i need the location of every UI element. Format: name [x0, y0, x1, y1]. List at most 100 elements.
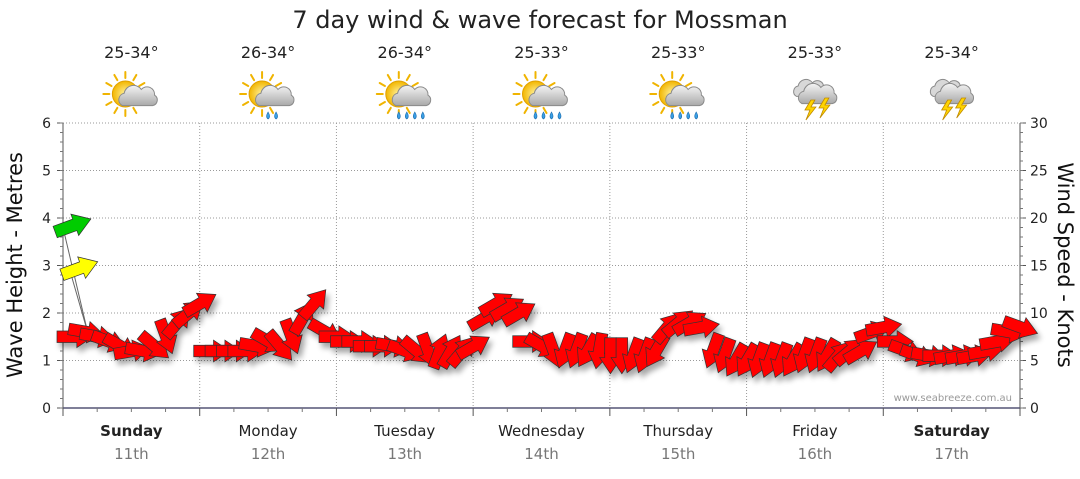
right-tick-label: 0 — [1030, 401, 1039, 417]
axis-layer: 0 1 2 3 4 5 6 0 5 10 15 20 25 30 Sunday 11th Monday 12th T… — [42, 116, 1048, 463]
sun-ray — [515, 82, 523, 87]
day-date-label: 13th — [388, 445, 422, 463]
sun-cloud-heavy-rain-icon — [512, 71, 568, 120]
wind-arrow — [842, 340, 878, 366]
chart-title: 7 day wind & wave forecast for Mossman — [292, 6, 787, 34]
wave-layer — [52, 213, 99, 333]
storm-cloud-icon — [929, 78, 975, 121]
day-name-label: Thursday — [642, 422, 713, 440]
sun-ray — [113, 106, 119, 115]
wind-arrow — [864, 315, 903, 339]
right-tick-label: 10 — [1030, 306, 1048, 322]
day-date-label: 11th — [114, 445, 148, 463]
rain-drop — [541, 111, 546, 120]
right-tick-label: 15 — [1030, 259, 1048, 275]
day-temp-range: 25-33° — [788, 43, 843, 62]
sun-ray — [386, 73, 392, 82]
sun-ray — [542, 73, 548, 82]
sun-ray — [386, 106, 392, 115]
day-date-label: 14th — [524, 445, 558, 463]
day-name-label: Tuesday — [373, 422, 435, 440]
rain-drop — [557, 111, 562, 120]
left-axis-label: Wave Height - Metres — [3, 152, 27, 378]
watermark: www.seabreeze.com.au — [894, 393, 1012, 404]
sun-ray — [679, 73, 685, 82]
sun-ray — [660, 106, 666, 115]
lightning-bolt — [818, 97, 831, 119]
cloud-shape — [528, 84, 568, 107]
sun-ray — [679, 106, 685, 115]
rain-drop — [533, 111, 538, 120]
left-tick-label: 6 — [42, 116, 51, 132]
sun-ray — [105, 82, 113, 87]
sun-cloud-heavy-rain-icon — [375, 71, 432, 120]
sun-ray — [105, 101, 113, 106]
sun-ray — [378, 101, 386, 106]
sun-ray — [269, 73, 275, 82]
sun-ray — [250, 106, 256, 115]
day-name-label: Wednesday — [498, 422, 585, 440]
day-name-label: Saturday — [913, 422, 990, 440]
sun-ray — [138, 82, 146, 87]
wind-arrow — [682, 315, 720, 339]
left-tick-label: 1 — [42, 354, 51, 370]
rain-drop — [678, 111, 683, 120]
wind-arrow — [181, 292, 217, 318]
sun-ray — [523, 106, 529, 115]
sun-ray — [242, 82, 250, 87]
day-name-label: Monday — [238, 422, 297, 440]
sun-ray — [132, 106, 138, 115]
lightning-bolt — [954, 97, 968, 119]
sun-ray — [113, 73, 119, 82]
left-tick-label: 0 — [42, 401, 51, 417]
wind-arrow-shape — [682, 315, 720, 339]
sun-ray — [405, 73, 411, 82]
sun-ray — [542, 106, 548, 115]
rain-drop — [549, 111, 554, 120]
right-tick-label: 20 — [1030, 211, 1048, 227]
rain-drop — [274, 111, 278, 120]
sun-ray — [274, 82, 283, 87]
rain-drop — [694, 111, 699, 120]
day-name-label: Sunday — [100, 422, 163, 440]
sun-ray — [269, 106, 275, 115]
right-axis-label: Wind Speed - Knots — [1053, 162, 1077, 367]
cloud-shape — [255, 84, 295, 107]
rain-drop — [420, 111, 425, 120]
wind-arrow — [1001, 315, 1039, 339]
wind-arrow-shape — [181, 292, 217, 318]
sun-ray — [405, 106, 411, 115]
wind-arrow — [454, 335, 490, 361]
cloud-shape — [665, 84, 705, 107]
wave-arrow-swell-a — [52, 213, 92, 239]
wind-arrow-shape — [297, 289, 327, 322]
sun-cloud-rain-icon — [239, 71, 295, 120]
day-temp-range: 25-33° — [514, 43, 569, 62]
storm-cloud-icon — [793, 78, 838, 121]
day-temp-range: 25-34° — [104, 43, 159, 62]
day-date-label: 15th — [661, 445, 695, 463]
sun-ray — [685, 82, 693, 87]
right-tick-label: 25 — [1030, 164, 1048, 180]
sun-ray — [652, 101, 660, 106]
rain-drop — [266, 111, 270, 120]
rain-drop — [686, 111, 691, 120]
sun-ray — [652, 82, 660, 87]
cloud-shape — [118, 84, 158, 107]
wind-layer — [56, 289, 1039, 379]
wind-arrow-shape — [864, 315, 903, 339]
sun-cloud-icon — [102, 71, 158, 117]
wind-arrow — [297, 289, 327, 322]
day-date-label: 12th — [251, 445, 285, 463]
day-date-label: 16th — [798, 445, 832, 463]
day-temp-range: 25-34° — [924, 43, 979, 62]
sun-ray — [250, 73, 256, 82]
sun-ray — [411, 82, 419, 87]
rain-drop — [670, 111, 675, 120]
sun-ray — [132, 73, 138, 82]
day-header-layer: 25-34° 26-34° 26-34° 25-33° 25-33° 25-33° 25-3… — [102, 43, 979, 121]
rain-drop — [412, 111, 417, 120]
wind-arrow-shape — [454, 335, 490, 361]
wave-arrow-swell-a-shape — [52, 213, 92, 239]
